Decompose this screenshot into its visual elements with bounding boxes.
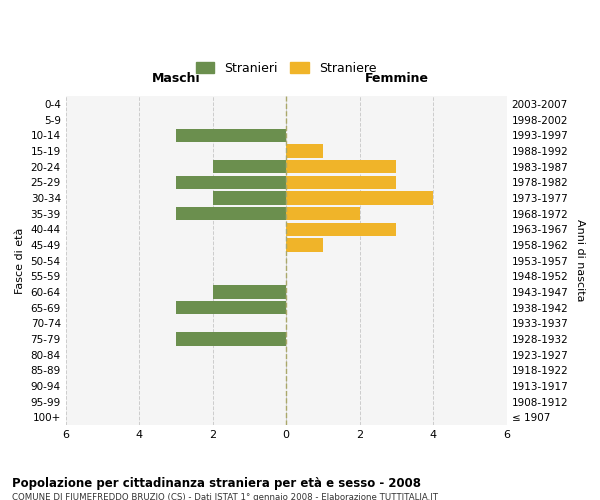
Bar — [286, 207, 360, 220]
Y-axis label: Fasce di età: Fasce di età — [15, 228, 25, 294]
Text: Femmine: Femmine — [364, 72, 428, 85]
Bar — [212, 286, 286, 298]
Bar — [286, 238, 323, 252]
Text: Maschi: Maschi — [152, 72, 200, 85]
Y-axis label: Anni di nascita: Anni di nascita — [575, 220, 585, 302]
Bar — [286, 160, 397, 173]
Text: Popolazione per cittadinanza straniera per età e sesso - 2008: Popolazione per cittadinanza straniera p… — [12, 478, 421, 490]
Bar — [286, 144, 323, 158]
Bar — [176, 207, 286, 220]
Bar — [176, 176, 286, 189]
Bar — [286, 222, 397, 236]
Bar — [176, 301, 286, 314]
Bar — [286, 176, 397, 189]
Bar — [286, 192, 433, 204]
Bar — [212, 160, 286, 173]
Bar — [212, 192, 286, 204]
Legend: Stranieri, Straniere: Stranieri, Straniere — [191, 56, 382, 80]
Text: COMUNE DI FIUMEFREDDO BRUZIO (CS) - Dati ISTAT 1° gennaio 2008 - Elaborazione TU: COMUNE DI FIUMEFREDDO BRUZIO (CS) - Dati… — [12, 492, 438, 500]
Bar — [176, 128, 286, 142]
Bar — [176, 332, 286, 345]
